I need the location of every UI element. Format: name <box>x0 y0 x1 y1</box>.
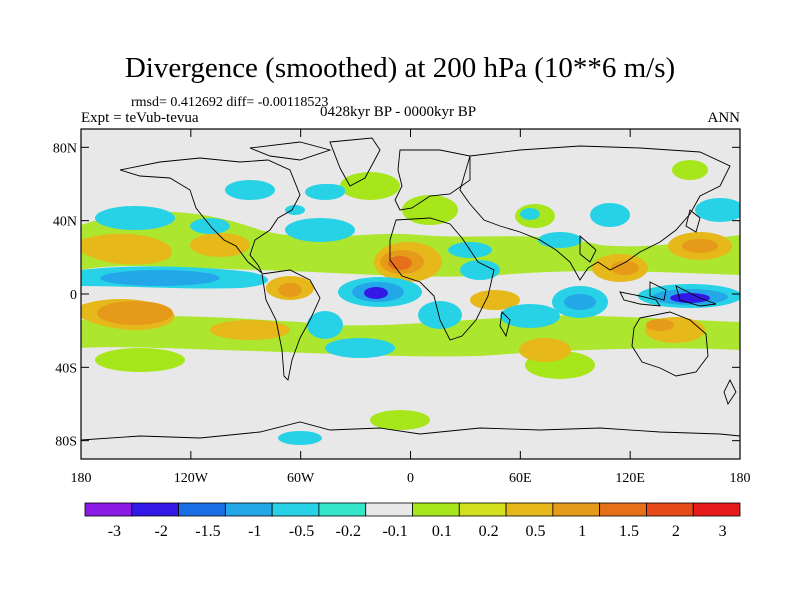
colorbar-label: -0.1 <box>382 523 407 540</box>
colorbar-swatch <box>552 502 601 517</box>
colorbar-label: 3 <box>719 523 727 540</box>
divergence-field <box>81 160 740 445</box>
colorbar-label: 2 <box>672 523 680 540</box>
lon-tick-label: 120E <box>615 471 645 486</box>
colorbar-swatch <box>599 502 647 517</box>
colorbar-swatch <box>458 502 507 517</box>
season-label: ANN <box>707 110 741 126</box>
lon-tick-label: 120W <box>174 471 209 486</box>
colorbar-label: -1.5 <box>195 523 220 540</box>
colorbar-swatch <box>271 502 320 517</box>
colorbar-swatch <box>646 502 694 517</box>
latitude-axis: 80N 40N 0 40S 80S <box>53 141 740 450</box>
lat-tick-label: 0 <box>70 288 77 303</box>
lon-tick-label: 0 <box>407 471 414 486</box>
colorbar-swatch <box>365 502 413 517</box>
chart-title: Divergence (smoothed) at 200 hPa (10**6 … <box>124 52 676 84</box>
longitude-axis: 180 120W 60W 0 60E 120E 180 <box>71 129 751 486</box>
colorbar-label: -3 <box>108 523 121 540</box>
experiment-label: Expt = teVub-tevua <box>81 110 199 126</box>
colorbar-label: 0.5 <box>525 523 545 540</box>
coastlines <box>81 137 740 441</box>
colorbar-label: 1.5 <box>619 523 639 540</box>
colorbar-label: -0.5 <box>289 523 314 540</box>
colorbar-label: -0.2 <box>336 523 361 540</box>
lon-tick-label: 180 <box>71 471 92 486</box>
lon-tick-label: 180 <box>730 471 751 486</box>
colorbar-label: 0.2 <box>479 523 499 540</box>
lat-tick-label: 80N <box>53 141 77 156</box>
colorbar-swatch <box>505 502 554 517</box>
colorbar-swatch <box>318 502 367 517</box>
lat-tick-label: 80S <box>55 435 77 450</box>
lon-tick-label: 60W <box>287 471 315 486</box>
lon-tick-label: 60E <box>509 471 532 486</box>
colorbar-swatch <box>224 502 273 517</box>
colorbar-swatch <box>131 502 179 517</box>
colorbar-label: -2 <box>155 523 168 540</box>
period-label: 0428kyr BP - 0000kyr BP <box>320 104 477 120</box>
colorbar-label: -1 <box>248 523 261 540</box>
colorbar-swatch <box>692 502 741 517</box>
colorbar-swatch <box>84 502 133 517</box>
rmsd-diff-stats: rmsd= 0.412692 diff= -0.00118523 <box>131 95 329 110</box>
colorbar-label: 1 <box>578 523 586 540</box>
colorbar: -3 -2 -1.5 -1 -0.5 -0.2 -0.1 0.1 0.2 0.5 1 1.5 2 3 <box>84 502 741 540</box>
colorbar-swatch <box>412 502 460 517</box>
colorbar-swatch <box>178 502 226 517</box>
colorbar-label: 0.1 <box>432 523 452 540</box>
lat-tick-label: 40S <box>55 361 77 376</box>
lat-tick-label: 40N <box>53 215 77 230</box>
